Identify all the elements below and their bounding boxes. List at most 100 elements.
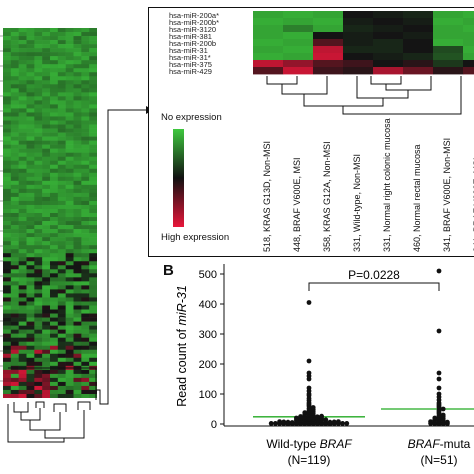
- heat-cell: [3, 245, 12, 250]
- heat-cell: [26, 273, 35, 278]
- heat-cell: [57, 225, 66, 230]
- heat-cell: [18, 297, 27, 302]
- heat-cell: [34, 353, 43, 359]
- heat-cell: [65, 188, 74, 194]
- sample-label: 518, KRAS G13D, Non-MSI: [262, 141, 272, 252]
- heat-cell: [81, 381, 90, 387]
- heat-cell: [73, 237, 82, 242]
- heat-cell: [18, 160, 27, 166]
- heat-cell: [89, 124, 97, 129]
- heat-cell: [34, 285, 43, 290]
- heat-cell: [50, 237, 59, 242]
- heat-cell: [89, 377, 97, 383]
- heat-cell: [10, 261, 19, 266]
- heat-cell: [81, 136, 90, 141]
- heat-cell: [89, 277, 97, 282]
- heat-cell: [18, 112, 27, 117]
- heat-cell: [57, 76, 66, 81]
- heat-cell: [65, 229, 74, 234]
- heat-cell: [10, 192, 19, 198]
- heat-cell: [34, 385, 43, 391]
- heat-cell: [57, 60, 66, 65]
- heat-cell: [50, 353, 59, 359]
- heat-cell: [89, 208, 97, 214]
- heat-cell: [10, 64, 19, 69]
- heat-cell: [26, 60, 35, 65]
- sample-label: 331, Normal right colonic mucosa: [382, 118, 392, 252]
- heat-cell: [10, 148, 19, 153]
- heat-cell: [73, 245, 82, 250]
- heat-cell: [26, 168, 35, 174]
- heat-cell: [73, 225, 82, 230]
- heat-cell: [81, 204, 90, 210]
- heat-cell: [18, 148, 27, 153]
- heat-cell: [10, 100, 19, 105]
- heat-cell: [65, 192, 74, 198]
- dendrogram-and-bracket: [7, 106, 153, 443]
- heat-cell: [18, 249, 27, 254]
- heat-cell: [65, 249, 74, 254]
- heat-cell: [42, 377, 51, 383]
- heat-cell: [65, 273, 74, 278]
- heat-cell: [42, 116, 51, 121]
- heat-cell: [10, 168, 19, 174]
- heat-cell: [89, 213, 97, 218]
- heat-cell: [89, 196, 97, 202]
- heat-cell: [10, 68, 19, 73]
- heat-cell: [3, 52, 12, 57]
- heat-cell: [81, 36, 90, 41]
- inset-heat-cell: [403, 32, 434, 40]
- heat-cell: [26, 116, 35, 121]
- inset-heat-cell: [253, 32, 284, 40]
- heat-cell: [57, 369, 66, 375]
- heat-cell: [26, 52, 35, 57]
- heat-cell: [42, 120, 51, 125]
- heat-cell: [65, 309, 74, 314]
- heat-cell: [73, 44, 82, 49]
- inset-heat-cell: [433, 11, 464, 19]
- heat-cell: [50, 281, 59, 286]
- heat-cell: [89, 188, 97, 194]
- data-point: [315, 414, 320, 420]
- heat-cell: [50, 44, 59, 49]
- heat-cell: [34, 112, 43, 117]
- inset-heat-cell: [433, 32, 464, 40]
- heat-cell: [10, 377, 19, 383]
- heat-cell: [81, 213, 90, 218]
- heat-cell: [3, 48, 12, 53]
- heat-cell: [89, 393, 97, 398]
- heat-cell: [3, 208, 12, 214]
- heat-cell: [81, 32, 90, 37]
- heat-cell: [42, 208, 51, 214]
- heat-cell: [50, 120, 59, 125]
- heat-cell: [65, 148, 74, 153]
- heat-cell: [73, 265, 82, 270]
- heat-cell: [3, 172, 12, 178]
- heat-cell: [3, 317, 12, 322]
- heat-cell: [57, 32, 66, 37]
- heat-cell: [89, 329, 97, 334]
- heat-cell: [34, 152, 43, 157]
- heat-cell: [89, 92, 97, 97]
- heat-cell: [89, 381, 97, 387]
- heat-cell: [73, 349, 82, 355]
- heat-cell: [3, 36, 12, 41]
- heat-cell: [57, 152, 66, 157]
- heat-cell: [65, 56, 74, 61]
- heat-cell: [34, 148, 43, 153]
- heat-cell: [3, 32, 12, 37]
- heat-cell: [26, 349, 35, 355]
- heat-cell: [3, 345, 12, 351]
- inset-heat-cell: [313, 32, 344, 40]
- heat-cell: [10, 52, 19, 57]
- heat-cell: [26, 148, 35, 153]
- heat-cell: [57, 36, 66, 41]
- group-label: Wild-type BRAF: [266, 437, 352, 451]
- heat-cell: [18, 233, 27, 238]
- heat-cell: [10, 76, 19, 81]
- heat-cell: [89, 68, 97, 73]
- heat-cell: [3, 373, 12, 379]
- heat-cell: [34, 80, 43, 85]
- heat-cell: [42, 172, 51, 178]
- heat-cell: [81, 76, 90, 81]
